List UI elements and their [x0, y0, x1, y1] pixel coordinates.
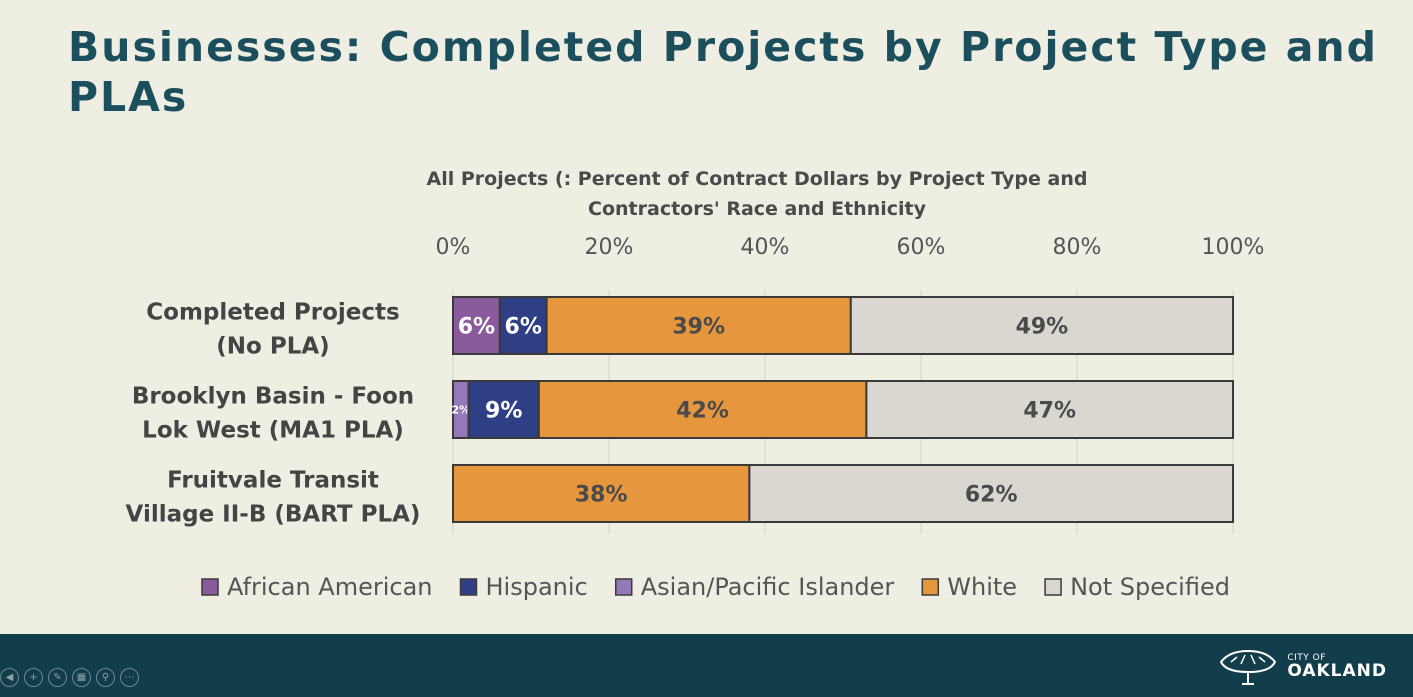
oak-tree-icon	[1220, 649, 1277, 685]
category-label: (No PLA)	[216, 334, 329, 360]
bar-segment-not-specified	[865, 380, 1235, 439]
slide-title: Businesses: Completed Projects by Projec…	[68, 23, 1378, 121]
chart: All Projects (: Percent of Contract Doll…	[126, 168, 1265, 601]
presentation-control-icon[interactable]: ⋯	[120, 668, 139, 687]
data-label: 39%	[672, 315, 725, 340]
category-label: Brooklyn Basin - Foon	[132, 384, 414, 410]
chart-title-line: All Projects (: Percent of Contract Doll…	[427, 168, 1088, 190]
presentation-controls: ◀ + ✎ ▦ ⚲ ⋯	[0, 668, 139, 690]
x-tick-label: 80%	[1053, 235, 1102, 260]
data-label: 47%	[1023, 399, 1076, 424]
data-label: 62%	[965, 483, 1018, 508]
x-tick-label: 20%	[585, 235, 634, 260]
legend-swatch	[614, 578, 633, 596]
presentation-control-icon[interactable]: ✎	[48, 668, 67, 687]
data-label: 42%	[676, 399, 729, 424]
bar-segment-hispanic	[498, 296, 548, 355]
bar-segment-white	[537, 380, 868, 439]
x-tick-label: 0%	[436, 235, 471, 260]
data-label: 6%	[458, 315, 495, 340]
presentation-control-icon[interactable]: ◀	[0, 668, 19, 687]
logo-big-text: OAKLAND	[1287, 661, 1387, 681]
chart-title-line: Contractors' Race and Ethnicity	[588, 198, 927, 220]
bar-segment-hispanic	[467, 380, 540, 439]
data-label: 6%	[505, 315, 542, 340]
legend-swatch	[201, 578, 219, 596]
data-label: 2%	[451, 404, 470, 417]
bar-segment-not-specified	[748, 464, 1235, 523]
x-tick-label: 40%	[741, 235, 790, 260]
category-label: Lok West (MA1 PLA)	[142, 418, 404, 444]
data-label: 49%	[1016, 315, 1069, 340]
bar-segment-white	[545, 296, 852, 355]
bar-segment-african-american	[452, 296, 501, 355]
category-label: Completed Projects	[146, 300, 399, 326]
legend-swatch	[1044, 578, 1062, 596]
legend-swatch	[921, 578, 940, 596]
x-tick-label: 60%	[897, 235, 946, 260]
data-label: 38%	[575, 483, 628, 508]
presentation-control-icon[interactable]: ⚲	[96, 668, 115, 687]
presentation-control-icon[interactable]: ▦	[72, 668, 91, 687]
footer-bar	[0, 634, 1413, 697]
legend-label: Asian/Pacific Islander	[641, 573, 895, 601]
bar-segment-white	[452, 464, 751, 523]
legend-label: White	[947, 573, 1017, 601]
category-label: Village II-B (BART PLA)	[126, 502, 421, 528]
legend-swatch	[459, 578, 478, 596]
legend-label: African American	[227, 573, 433, 601]
legend-label: Hispanic	[486, 573, 588, 601]
legend-label: Not Specified	[1070, 573, 1230, 601]
bar-segment-not-specified	[849, 296, 1234, 355]
category-label: Fruitvale Transit	[167, 468, 379, 494]
presentation-control-icon[interactable]: +	[24, 668, 43, 687]
city-of-oakland-logo: CITY OF OAKLAND	[1217, 648, 1387, 686]
logo-small-text: CITY OF	[1287, 653, 1326, 663]
x-tick-label: 100%	[1202, 235, 1265, 260]
data-label: 9%	[485, 399, 522, 424]
